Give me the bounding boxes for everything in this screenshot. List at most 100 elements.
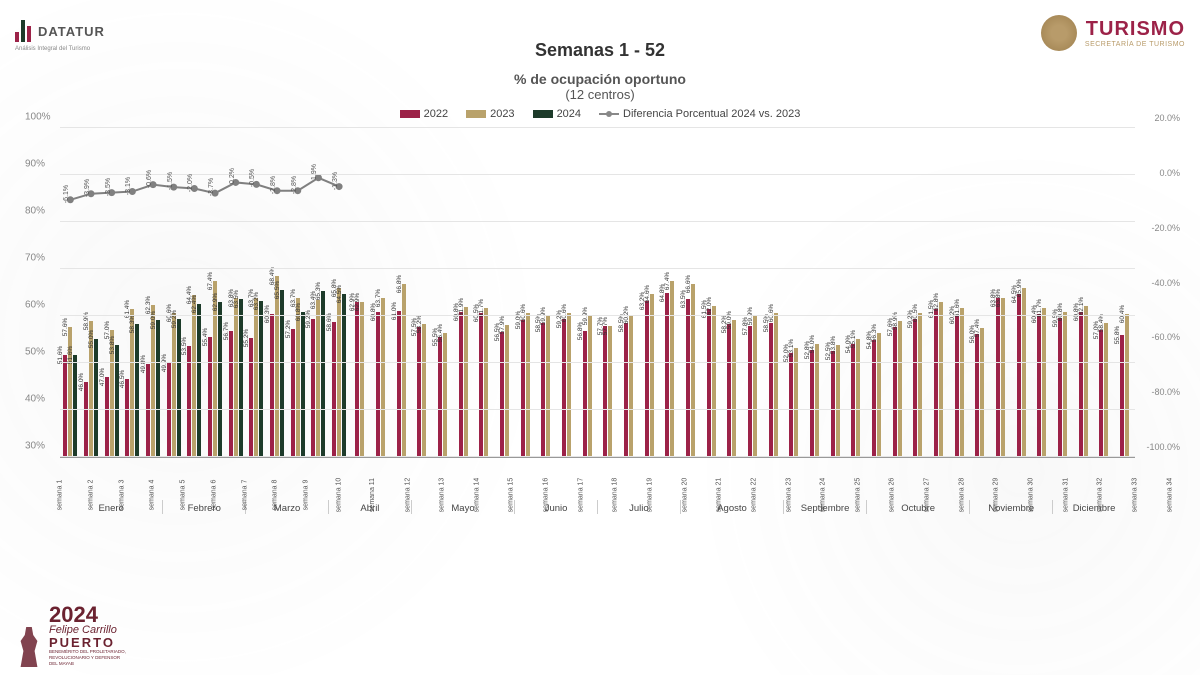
bars-row: 51.6%57.6%51.6%46.0%58.9%55.0%47.0%57.0%… bbox=[60, 128, 1135, 457]
y-axis-left-label: 50% bbox=[25, 347, 45, 358]
bar-value-label: 65.9% bbox=[1016, 279, 1024, 297]
x-week-label: semana 22 bbox=[750, 478, 788, 513]
bar-v22: 58.5% bbox=[541, 323, 545, 457]
bar-v22: 57.0% bbox=[1099, 330, 1103, 457]
bar-v22: 49.8% bbox=[146, 364, 150, 457]
x-week-label: semana 20 bbox=[681, 478, 719, 513]
week-group: 60.8%61.9% bbox=[453, 128, 474, 457]
week-group: 57.5%58.2% bbox=[411, 128, 432, 457]
bar-v22: 56.7% bbox=[229, 331, 233, 457]
bar-value-label: 49.8% bbox=[140, 354, 148, 372]
bar-value-label: 66.6% bbox=[685, 275, 693, 293]
week-group: 56.8%59.9% bbox=[577, 128, 598, 457]
week-group: 63.2%64.6% bbox=[639, 128, 660, 457]
bar-value-label: 59.2% bbox=[171, 310, 179, 328]
bar-value-label: 60.8% bbox=[295, 303, 303, 321]
bar-v23: 58.2% bbox=[422, 324, 426, 457]
y-axis-right-label: 20.0% bbox=[1154, 113, 1180, 123]
bar-v22: 55.4% bbox=[208, 337, 212, 457]
x-week-label: semana 11 bbox=[369, 478, 407, 512]
y-axis-left-label: 40% bbox=[25, 394, 45, 405]
bar-v23: 60.5% bbox=[918, 313, 922, 457]
bar-v23: 60.6% bbox=[567, 313, 571, 457]
diff-value-label: -3.7% bbox=[208, 178, 215, 196]
turismo-subtitle: SECRETARÍA DE TURISMO bbox=[1085, 41, 1185, 48]
legend-label: 2023 bbox=[490, 108, 514, 120]
bar-v22: 61.5% bbox=[934, 309, 938, 458]
x-week-label: semana 17 bbox=[577, 478, 615, 513]
bar-v23: 62.1% bbox=[1084, 306, 1088, 457]
week-group: 55.8%60.4% bbox=[1114, 128, 1135, 457]
bar-v24: 63.5% bbox=[239, 299, 243, 457]
bar-value-label: 55.0% bbox=[88, 330, 96, 348]
bar-value-label: 57.7% bbox=[602, 317, 610, 335]
bar-v23: 60.8% bbox=[1063, 312, 1067, 457]
bar-v22: 63.2% bbox=[645, 301, 649, 458]
x-week-label: semana 24 bbox=[820, 478, 858, 513]
bar-v23: 59.9% bbox=[753, 316, 757, 457]
week-group: 61.5%62.0% bbox=[701, 128, 722, 457]
y-axis-right-label: -20.0% bbox=[1151, 223, 1180, 233]
week-group: 63.8%63.8% bbox=[990, 128, 1011, 457]
bar-v24: 58.3% bbox=[135, 324, 139, 457]
chart-title: % de ocupación oportuno bbox=[20, 71, 1180, 87]
bar-v22: 60.8% bbox=[1079, 312, 1083, 457]
diff-value-label: -1.5% bbox=[167, 172, 174, 190]
bar-value-label: 62.0% bbox=[706, 297, 714, 315]
bar-v22: 60.8% bbox=[459, 312, 463, 457]
bar-value-label: 63.8% bbox=[995, 288, 1003, 306]
bar-v22: 61.0% bbox=[397, 311, 401, 457]
bar-value-label: 64.5% bbox=[336, 285, 344, 303]
bar-v23: 62.9% bbox=[360, 302, 364, 457]
week-group: 57.6%58.9% bbox=[887, 128, 908, 457]
bar-v22: 56.8% bbox=[583, 331, 587, 457]
felipe-carrillo-icon bbox=[15, 627, 43, 667]
bar-v23: 64.4% bbox=[192, 295, 196, 457]
x-week-label: semana 29 bbox=[993, 478, 1031, 513]
bar-v22: 58.5% bbox=[769, 323, 773, 457]
bar-value-label: 59.9% bbox=[747, 307, 755, 325]
bar-v23: 61.7% bbox=[484, 308, 488, 457]
x-week-label: semana 25 bbox=[854, 478, 892, 513]
legend-label: 2022 bbox=[424, 108, 448, 120]
week-group: 55.5%56.4% bbox=[432, 128, 453, 457]
x-week-label: semana 30 bbox=[1027, 478, 1065, 513]
bar-v22: 61.5% bbox=[707, 309, 711, 458]
footer-surname: PUERTO bbox=[49, 636, 126, 649]
bar-v23: 67.4% bbox=[670, 281, 674, 457]
bar-v23: 63.7% bbox=[381, 298, 385, 457]
bar-v23: 56.4% bbox=[443, 333, 447, 457]
legend-label: 2024 bbox=[557, 108, 581, 120]
week-group: 64.5%65.9% bbox=[1011, 128, 1032, 457]
bar-value-label: 55.1% bbox=[850, 329, 858, 347]
diff-value-label: -3.1% bbox=[125, 176, 132, 194]
diff-value-label: 1.9% bbox=[311, 164, 318, 180]
footer-tag3: DEL MAYAB bbox=[49, 662, 126, 667]
bar-v23: 61.7% bbox=[1042, 308, 1046, 457]
bar-value-label: 62.4% bbox=[191, 295, 199, 313]
bar-value-label: 63.2% bbox=[253, 291, 261, 309]
footer-logo: 2024 Felipe Carrillo PUERTO BENEMÉRITO D… bbox=[15, 605, 126, 667]
bar-v22: 55.5% bbox=[438, 337, 442, 457]
bar-value-label: 59.2% bbox=[305, 310, 313, 328]
legend-2024: 2024 bbox=[533, 108, 581, 120]
bar-v24: 62.9% bbox=[218, 302, 222, 457]
legend-2023: 2023 bbox=[466, 108, 514, 120]
bar-v23: 63.8% bbox=[234, 298, 238, 457]
bar-v22: 60.2% bbox=[955, 315, 959, 457]
week-group: 59.2%60.5% bbox=[908, 128, 929, 457]
y-axis-left-label: 30% bbox=[25, 441, 45, 452]
week-group: 54.0%55.1% bbox=[846, 128, 867, 457]
bar-v22: 52.5% bbox=[831, 351, 835, 457]
bar-v22: 57.5% bbox=[417, 327, 421, 457]
bar-value-label: 67.4% bbox=[664, 271, 672, 289]
bar-v22: 60.5% bbox=[479, 313, 483, 457]
week-group: 57.8%59.9% bbox=[742, 128, 763, 457]
bar-v22: 58.2% bbox=[727, 324, 731, 457]
week-group: 64.8%67.4% bbox=[659, 128, 680, 457]
bar-v22: 57.6% bbox=[893, 327, 897, 457]
turismo-logo: TURISMO SECRETARÍA DE TURISMO bbox=[1041, 15, 1185, 51]
x-week-label: semana 28 bbox=[958, 478, 996, 513]
x-week-label: semana 13 bbox=[438, 478, 476, 513]
week-group: 60.4%61.7% bbox=[1032, 128, 1053, 457]
